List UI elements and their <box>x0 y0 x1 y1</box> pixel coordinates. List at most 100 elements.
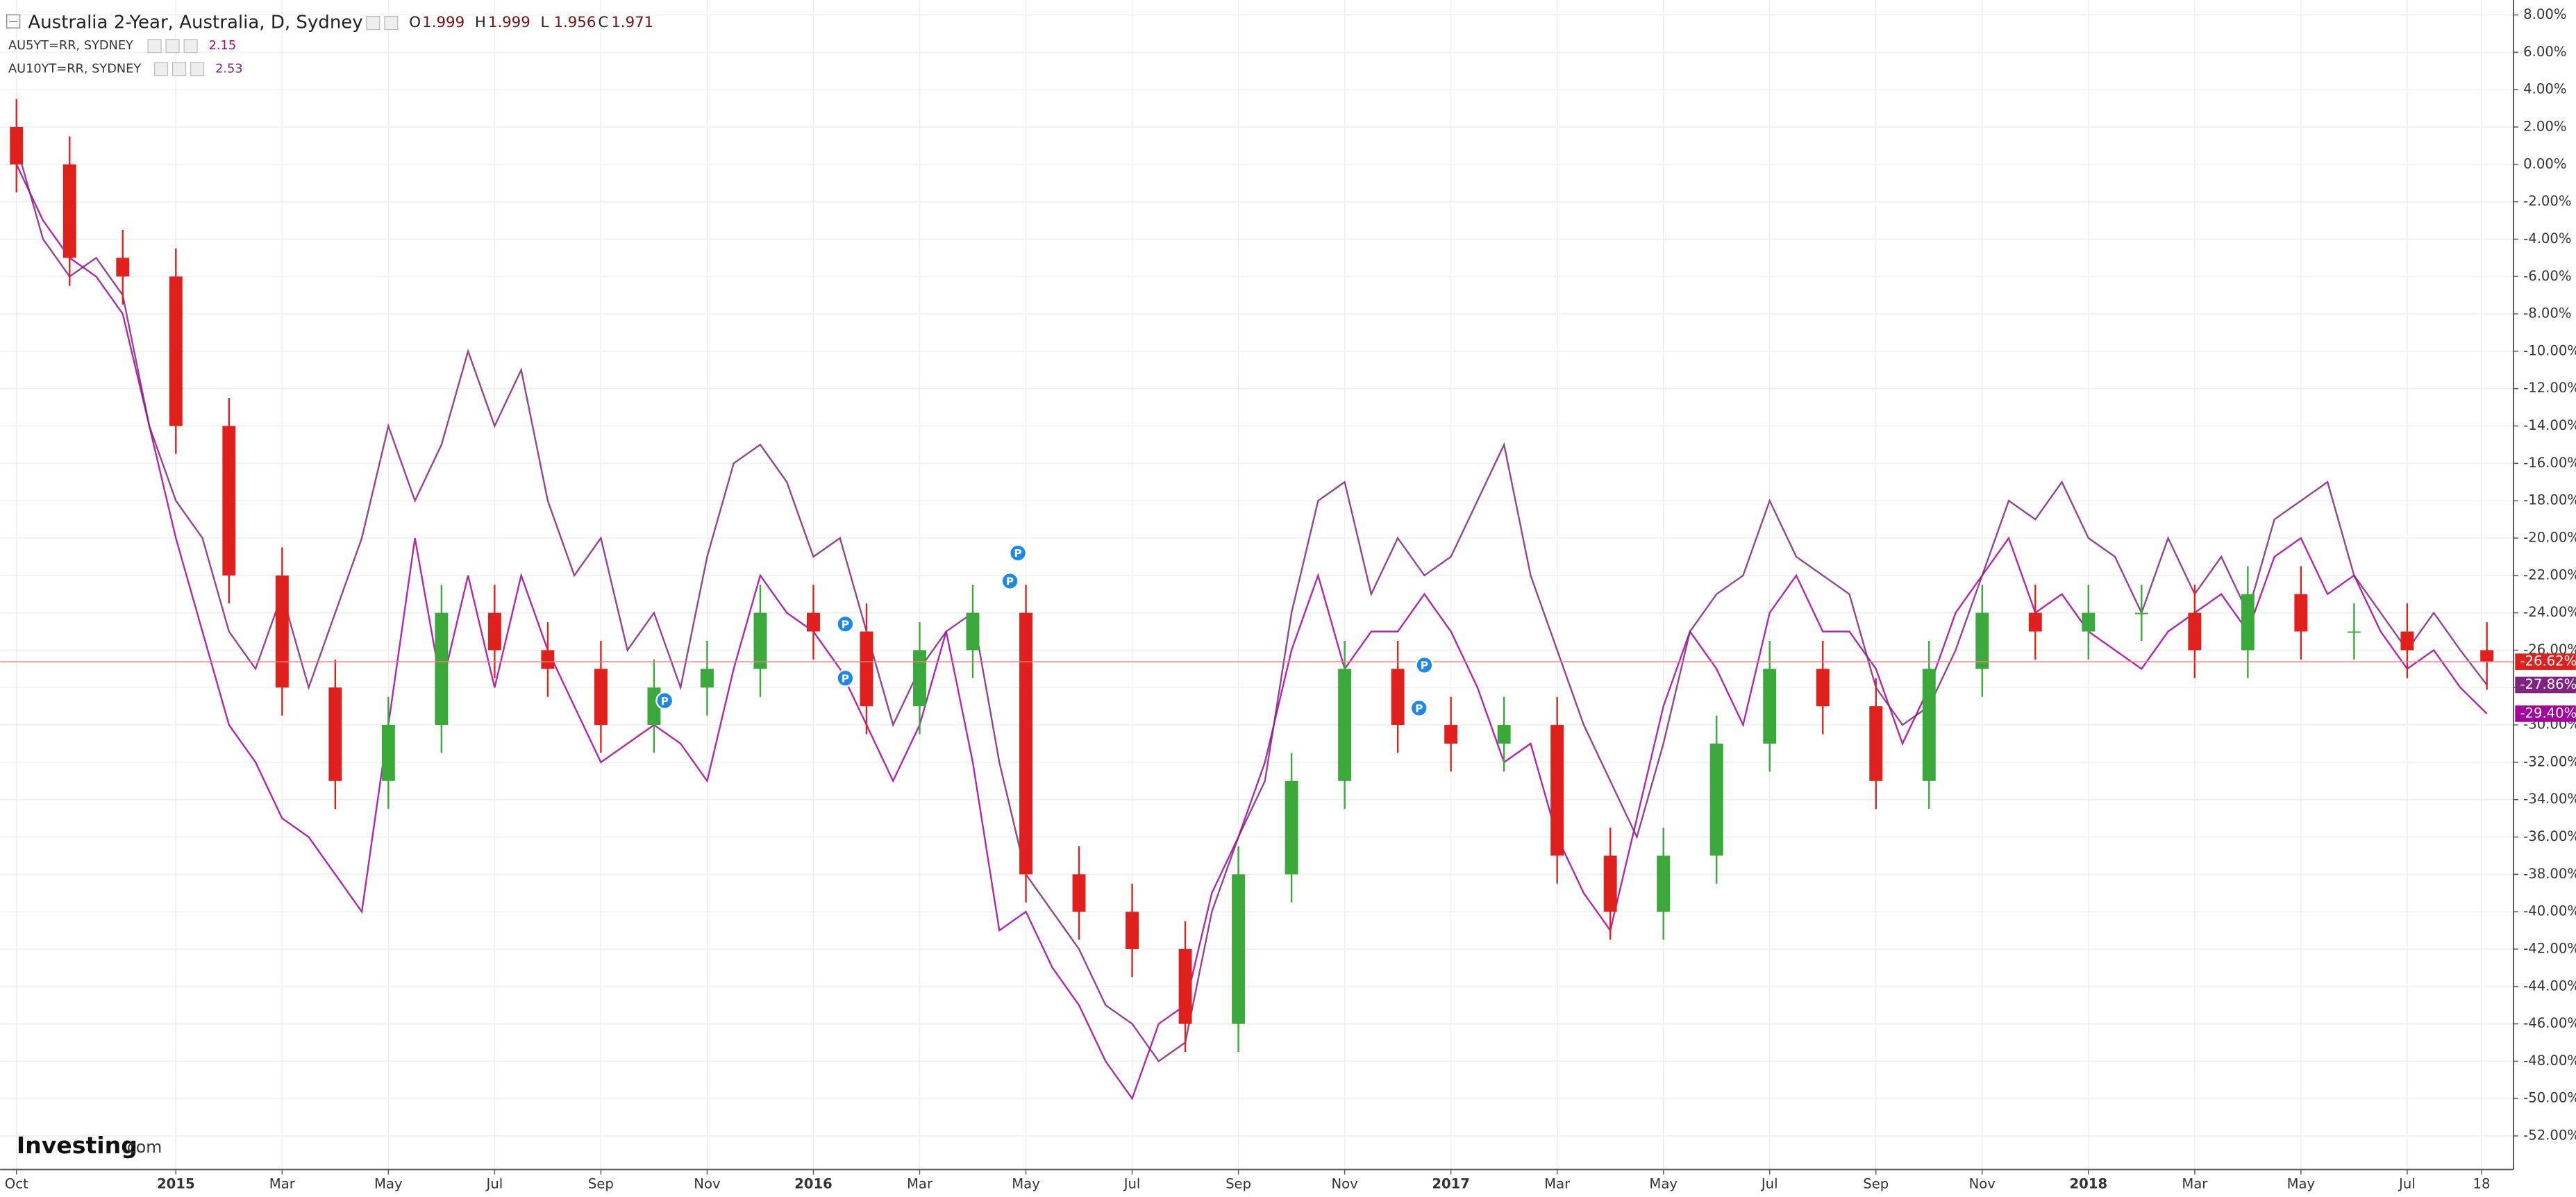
y-tick-label: -34.00% <box>2523 791 2576 807</box>
candle-body <box>116 258 130 277</box>
series-line <box>15 164 2488 1100</box>
y-tick-label: -44.00% <box>2523 978 2576 994</box>
x-tick-label: May <box>1012 1175 1040 1191</box>
x-tick-label: Mar <box>269 1175 296 1191</box>
y-tick-label: -22.00% <box>2523 567 2576 583</box>
legend-label: AU5YT=RR, SYDNEY <box>8 39 133 53</box>
y-tick-label: -18.00% <box>2523 492 2576 508</box>
x-tick-label: Sep <box>588 1175 614 1191</box>
event-marker <box>1415 655 1434 674</box>
event-marker-label: P <box>1014 547 1021 560</box>
ohlc-label: O <box>409 14 421 31</box>
legend-button[interactable] <box>172 62 187 76</box>
legend-button[interactable] <box>147 39 162 53</box>
chart-title: Australia 2-Year, Australia, D, Sydney <box>28 12 362 33</box>
logo: Investing <box>17 1132 137 1159</box>
legend-value: 2.15 <box>209 39 237 53</box>
event-marker <box>1001 571 1019 590</box>
y-tick-label: -26.00% <box>2523 642 2576 658</box>
header-button[interactable] <box>366 16 380 31</box>
candle-body <box>1816 669 1830 707</box>
candle-body <box>1232 874 1246 1024</box>
legend-button[interactable] <box>165 39 180 53</box>
candle-body <box>1178 948 1192 1024</box>
plot: P P P P P P P <box>0 99 2514 1100</box>
last-value-box <box>2515 676 2576 694</box>
candle-body <box>1285 780 1298 875</box>
y-tick-label: -4.00% <box>2523 231 2571 246</box>
candle-body <box>1444 725 1458 744</box>
ohlc-value: 1.999 <box>422 14 465 31</box>
x-tick-label: Nov <box>694 1175 721 1191</box>
y-tick-label: -6.00% <box>2523 268 2571 284</box>
candle-body <box>1603 855 1617 912</box>
candle-body <box>2400 631 2414 651</box>
ohlc-label: C <box>598 14 608 31</box>
candle-body <box>1709 743 1723 856</box>
candle-body <box>1975 612 1989 669</box>
candle-body <box>966 612 980 651</box>
ohlc-value: 1.956 <box>553 14 596 31</box>
candle-body <box>10 126 24 165</box>
candle-body <box>328 687 342 781</box>
y-tick-label: -16.00% <box>2523 455 2576 471</box>
candle-body <box>2241 594 2255 651</box>
y-tick-label: 2.00% <box>2523 118 2566 134</box>
y-tick-label: 6.00% <box>2523 44 2566 60</box>
candle-body <box>2480 650 2494 662</box>
y-tick-label: -8.00% <box>2523 305 2571 321</box>
candle-body <box>62 164 76 258</box>
legend-button[interactable] <box>153 62 169 76</box>
y-tick-label: -2.00% <box>2523 193 2571 209</box>
y-tick-label: -50.00% <box>2523 1090 2576 1106</box>
y-tick-label: 0.00% <box>2523 156 2566 171</box>
x-tick-label: 18 <box>2473 1175 2491 1191</box>
x-tick-label: Oct <box>5 1175 28 1191</box>
x-tick-label: May <box>2287 1175 2316 1191</box>
collapse-icon[interactable] <box>6 14 21 28</box>
y-tick-label: -52.00% <box>2523 1128 2576 1144</box>
y-tick-label: -24.00% <box>2523 604 2576 620</box>
x-tick-label: Jul <box>485 1175 503 1191</box>
x-tick-label: Nov <box>1969 1175 1996 1191</box>
last-value-label: -27.86% <box>2520 676 2576 692</box>
y-tick-label: -12.00% <box>2523 380 2576 396</box>
candle-body <box>1657 855 1671 912</box>
candle-body <box>1338 669 1352 781</box>
x-tick-label: Sep <box>1863 1175 1889 1191</box>
ohlc-value: 1.971 <box>611 14 653 31</box>
legend-button[interactable] <box>183 39 198 53</box>
candle-body <box>381 725 395 781</box>
event-marker-label: P <box>1421 660 1428 672</box>
event-marker-label: P <box>661 695 669 708</box>
x-tick-label: May <box>1649 1175 1678 1191</box>
candle-body <box>1391 669 1405 726</box>
candle-body <box>1072 874 1086 912</box>
candle-body <box>860 631 873 707</box>
candle-body <box>487 612 501 651</box>
header-buttons <box>147 16 399 76</box>
event-marker-label: P <box>1415 703 1423 715</box>
candle-body <box>700 669 714 688</box>
y-tick-label: 4.00% <box>2523 81 2566 97</box>
event-marker <box>1009 544 1028 562</box>
x-tick-label: Jul <box>1123 1175 1141 1191</box>
x-tick-label: Jul <box>2398 1175 2416 1191</box>
ohlc-label: H <box>475 14 486 31</box>
candle-body <box>2082 612 2096 632</box>
y-tick-label: -32.00% <box>2523 753 2576 769</box>
candle-body <box>913 650 926 707</box>
candle-body <box>1922 669 1936 781</box>
last-value-box <box>2515 705 2576 722</box>
legend-value: 2.53 <box>215 62 243 76</box>
header-button[interactable] <box>384 16 399 31</box>
event-marker-label: P <box>1006 576 1014 588</box>
event-marker <box>836 669 855 687</box>
y-tick-label: -10.00% <box>2523 342 2576 358</box>
y-tick-label: -14.00% <box>2523 417 2576 433</box>
legend-button[interactable] <box>190 62 205 76</box>
candle-body <box>169 276 183 426</box>
y-tick-label: -40.00% <box>2523 903 2576 919</box>
grid <box>0 0 2514 1170</box>
